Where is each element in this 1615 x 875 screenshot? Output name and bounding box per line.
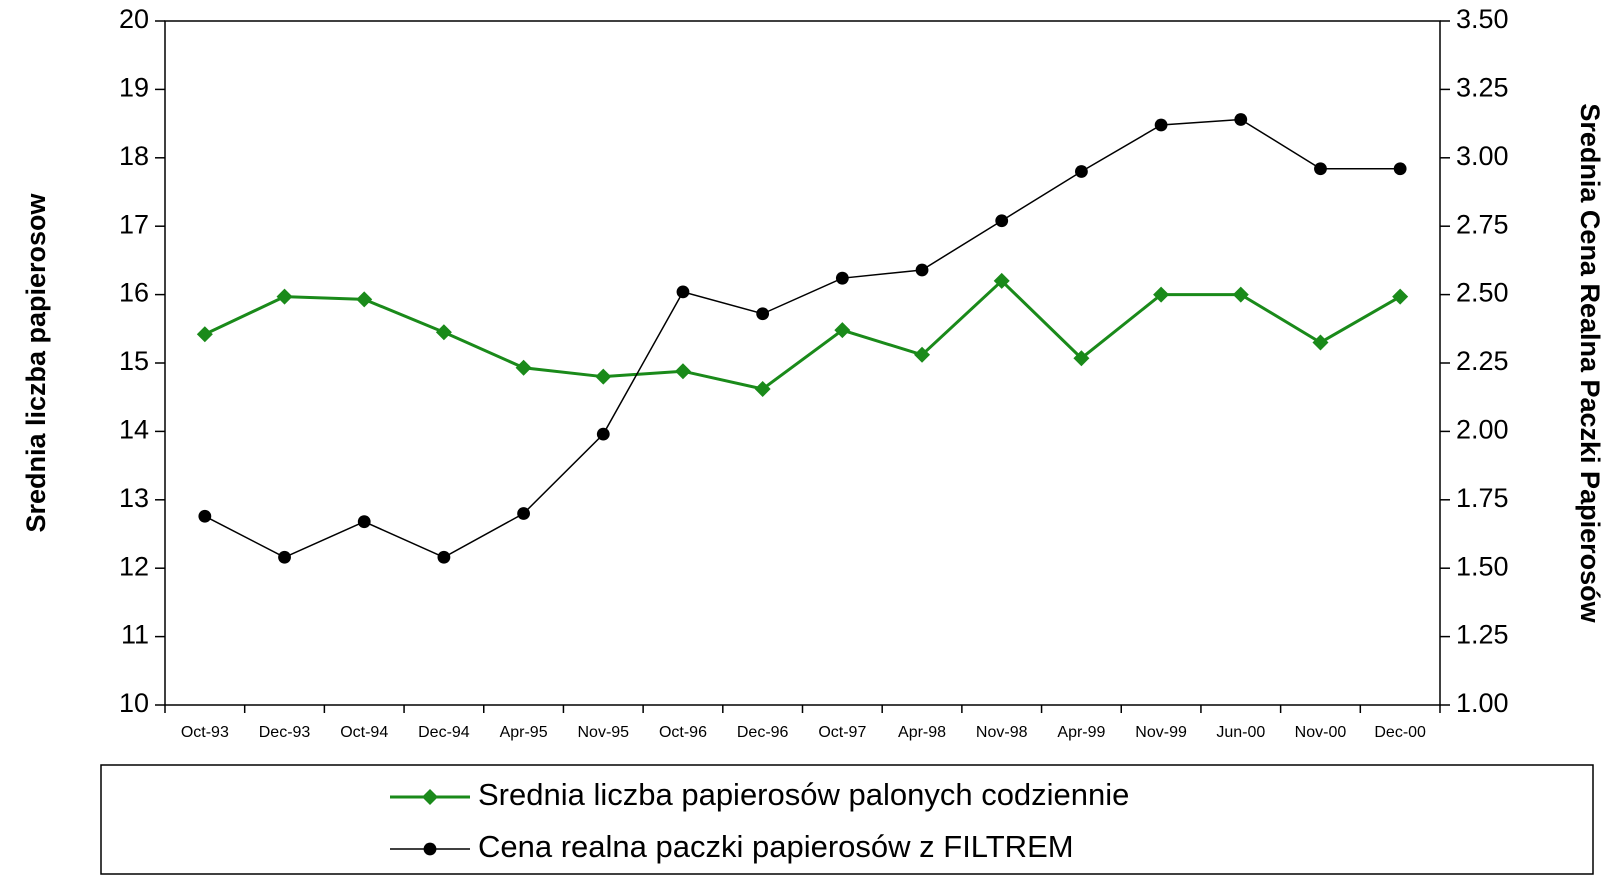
data-point	[437, 550, 451, 564]
x-tick-label: Dec-94	[418, 724, 470, 741]
y-axis-title: Srednia liczba papierosow	[21, 192, 51, 532]
y2-axis-title: Srednia Cena Realna Paczki Papierosów	[1575, 103, 1605, 623]
x-tick-label: Dec-93	[259, 724, 311, 741]
data-point	[995, 214, 1009, 228]
data-point	[596, 427, 610, 441]
data-point	[1393, 162, 1407, 176]
data-point	[756, 307, 770, 321]
legend-box	[100, 764, 1594, 875]
data-point	[1073, 350, 1090, 367]
x-tick-label: Nov-00	[1295, 724, 1347, 741]
y2-tick-label: 3.25	[1456, 73, 1509, 103]
x-tick-label: Apr-98	[898, 724, 946, 741]
data-point	[676, 285, 690, 299]
data-point	[993, 272, 1010, 289]
data-point	[1312, 334, 1329, 351]
data-point	[517, 507, 530, 520]
data-point	[196, 326, 213, 343]
x-tick-label: Dec-00	[1374, 724, 1426, 741]
data-point	[198, 509, 212, 523]
y-tick-label: 14	[119, 415, 149, 445]
data-point	[914, 346, 931, 363]
y-tick-label: 18	[119, 141, 149, 171]
x-tick-label: Nov-99	[1135, 724, 1187, 741]
data-point	[835, 271, 849, 285]
data-point	[1234, 113, 1248, 126]
y-tick-label: 17	[119, 209, 149, 239]
y2-tick-label: 2.00	[1456, 415, 1509, 445]
y-tick-label: 16	[119, 278, 149, 308]
y-tick-label: 10	[119, 688, 149, 718]
y-tick-label: 13	[119, 483, 149, 513]
y-tick-label: 19	[119, 73, 149, 103]
y-tick-label: 12	[119, 551, 149, 581]
series-line	[204, 278, 1401, 391]
x-tick-label: Oct-93	[181, 724, 229, 741]
x-tick-label: Oct-96	[659, 724, 707, 741]
y2-tick-label: 1.75	[1456, 483, 1509, 513]
legend-label: Srednia liczba papierosów palonych codzi…	[478, 777, 1129, 812]
y2-tick-label: 1.50	[1456, 551, 1509, 581]
y2-tick-label: 2.75	[1456, 209, 1509, 239]
data-point	[1153, 286, 1170, 303]
y-tick-label: 15	[119, 346, 149, 376]
x-tick-label: Oct-94	[340, 724, 388, 741]
y2-tick-label: 2.25	[1456, 346, 1509, 376]
x-tick-label: Apr-95	[500, 724, 548, 741]
y2-tick-label: 3.50	[1456, 4, 1509, 34]
data-point	[515, 359, 532, 376]
data-point	[834, 322, 851, 339]
y2-tick-label: 3.00	[1456, 141, 1509, 171]
data-point	[595, 368, 612, 385]
legend-marker	[422, 789, 438, 805]
data-point	[1232, 286, 1249, 303]
data-point	[1392, 288, 1409, 305]
legend-label: Cena realna paczki papierosów z FILTREM	[478, 829, 1074, 864]
x-tick-label: Dec-96	[737, 724, 789, 741]
y2-tick-label: 1.00	[1456, 688, 1509, 718]
series-line	[204, 118, 1401, 559]
x-tick-label: Nov-95	[577, 724, 629, 741]
data-point	[278, 550, 291, 564]
legend-marker	[423, 842, 437, 856]
data-point	[276, 288, 293, 305]
x-tick-label: Nov-98	[976, 724, 1028, 741]
data-point	[357, 515, 371, 529]
data-point	[356, 291, 373, 308]
data-point	[754, 380, 771, 397]
y-tick-label: 11	[121, 620, 149, 650]
data-point	[1154, 118, 1168, 132]
x-tick-label: Jun-00	[1216, 724, 1265, 741]
x-tick-label: Oct-97	[818, 724, 866, 741]
data-point	[674, 363, 691, 380]
data-point	[435, 324, 452, 341]
data-point	[1314, 162, 1327, 176]
data-point	[1075, 165, 1088, 178]
y-tick-label: 20	[119, 4, 149, 34]
y2-tick-label: 1.25	[1456, 620, 1509, 650]
y2-tick-label: 2.50	[1456, 278, 1509, 308]
data-point	[915, 263, 929, 277]
x-tick-label: Apr-99	[1057, 724, 1105, 741]
